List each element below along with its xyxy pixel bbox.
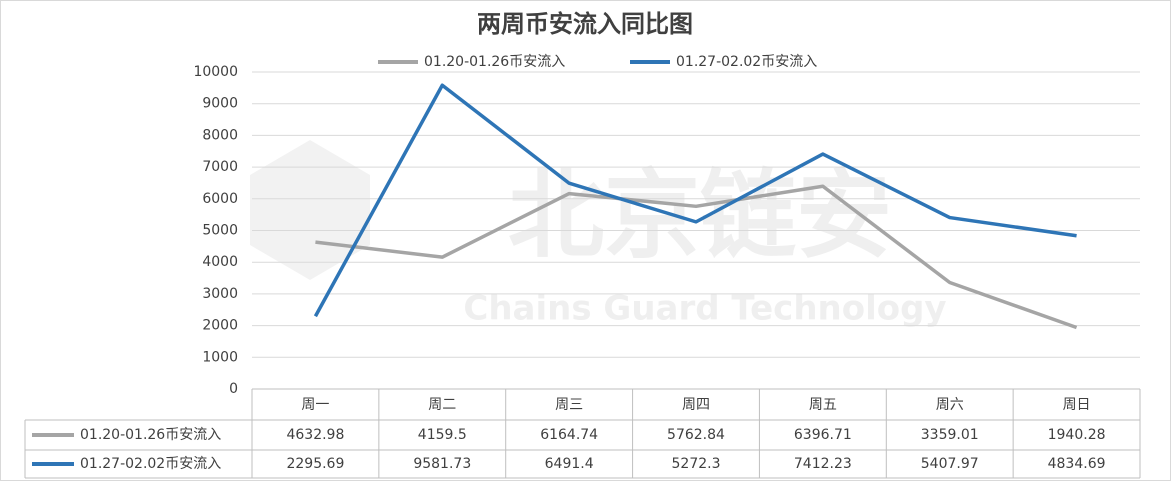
y-tick-label: 4000 bbox=[202, 254, 238, 270]
legend-label: 01.27-02.02币安流入 bbox=[676, 54, 817, 70]
y-tick-label: 10000 bbox=[193, 64, 238, 80]
table-cell: 7412.23 bbox=[794, 456, 852, 472]
watermark-subtitle: Chains Guard Technology bbox=[463, 289, 946, 329]
x-tick-label: 周日 bbox=[1063, 397, 1091, 413]
watermark-title: 北京链安 bbox=[508, 159, 892, 271]
y-tick-label: 9000 bbox=[202, 96, 238, 112]
y-tick-label: 1000 bbox=[202, 349, 238, 365]
x-tick-label: 周五 bbox=[809, 397, 837, 413]
x-tick-label: 周四 bbox=[682, 397, 710, 413]
table-cell: 5272.3 bbox=[672, 456, 721, 472]
table-cell: 5762.84 bbox=[667, 427, 725, 443]
x-tick-label: 周六 bbox=[936, 397, 964, 413]
table-cell: 1940.28 bbox=[1048, 427, 1106, 443]
y-tick-label: 6000 bbox=[202, 191, 238, 207]
table-cell: 5407.97 bbox=[921, 456, 979, 472]
y-tick-label: 2000 bbox=[202, 318, 238, 334]
table-row-label: 01.20-01.26币安流入 bbox=[80, 427, 221, 443]
x-tick-label: 周二 bbox=[428, 397, 456, 413]
y-tick-label: 8000 bbox=[202, 127, 238, 143]
table-cell: 4632.98 bbox=[286, 427, 344, 443]
legend-label: 01.20-01.26币安流入 bbox=[424, 54, 565, 70]
y-tick-label: 5000 bbox=[202, 223, 238, 239]
table-cell: 6164.74 bbox=[540, 427, 598, 443]
x-tick-label: 周三 bbox=[555, 397, 583, 413]
table-cell: 9581.73 bbox=[413, 456, 471, 472]
table-cell: 4159.5 bbox=[418, 427, 467, 443]
y-tick-label: 7000 bbox=[202, 159, 238, 175]
series-line bbox=[315, 184, 1078, 330]
x-tick-label: 周一 bbox=[301, 397, 329, 413]
y-tick-label: 3000 bbox=[202, 286, 238, 302]
table-cell: 3359.01 bbox=[921, 427, 979, 443]
table-cell: 4834.69 bbox=[1048, 456, 1106, 472]
table-cell: 2295.69 bbox=[286, 456, 344, 472]
chart-title: 两周币安流入同比图 bbox=[477, 10, 693, 38]
table-cell: 6396.71 bbox=[794, 427, 852, 443]
y-tick-label: 0 bbox=[229, 381, 238, 397]
table-cell: 6491.4 bbox=[545, 456, 594, 472]
table-row-label: 01.27-02.02币安流入 bbox=[80, 456, 221, 472]
series-line bbox=[313, 83, 1077, 318]
